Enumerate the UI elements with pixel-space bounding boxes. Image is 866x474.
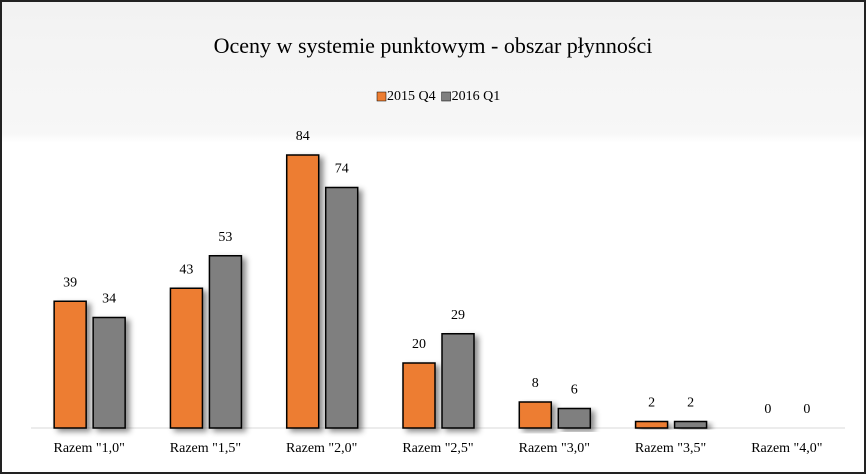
bar	[634, 420, 669, 429]
x-tick-label: Razem "3,5"	[635, 441, 706, 456]
bar	[208, 255, 243, 429]
legend-label: 2015 Q4	[387, 89, 436, 104]
bar	[92, 316, 126, 429]
x-tick-label: Razem "3,0"	[519, 441, 590, 456]
bar	[518, 401, 553, 429]
data-label: 0	[803, 402, 810, 417]
legend-swatch	[376, 91, 387, 102]
bar	[53, 300, 87, 429]
data-label: 74	[335, 162, 349, 177]
data-label: 39	[63, 275, 77, 290]
x-tick-label: Razem "2,5"	[402, 441, 473, 456]
data-label: 34	[102, 292, 116, 307]
x-tick-label: Razem "1,5"	[170, 441, 241, 456]
data-label: 20	[412, 337, 426, 352]
bar	[557, 407, 592, 429]
bar	[285, 154, 320, 429]
bar	[324, 186, 359, 429]
data-label: 8	[532, 376, 539, 391]
x-tick-label: Razem "1,0"	[53, 441, 124, 456]
data-label: 43	[179, 262, 193, 277]
legend-swatch	[441, 91, 451, 102]
x-tick-label: Razem "2,0"	[286, 441, 357, 456]
bar	[402, 362, 436, 429]
data-label: 2	[687, 396, 694, 411]
data-label: 29	[451, 308, 465, 323]
data-label: 53	[218, 230, 232, 245]
x-tick-label: Razem "4,0"	[751, 441, 822, 456]
bar	[169, 287, 204, 429]
bar	[441, 333, 475, 429]
legend-label: 2016 Q1	[452, 89, 501, 104]
bar	[673, 420, 708, 429]
chart-title: Oceny w systemie punktowym - obszar płyn…	[214, 33, 653, 58]
data-label: 0	[764, 402, 771, 417]
data-label: 6	[571, 383, 578, 398]
data-label: 2	[648, 396, 655, 411]
data-label: 84	[296, 129, 310, 144]
